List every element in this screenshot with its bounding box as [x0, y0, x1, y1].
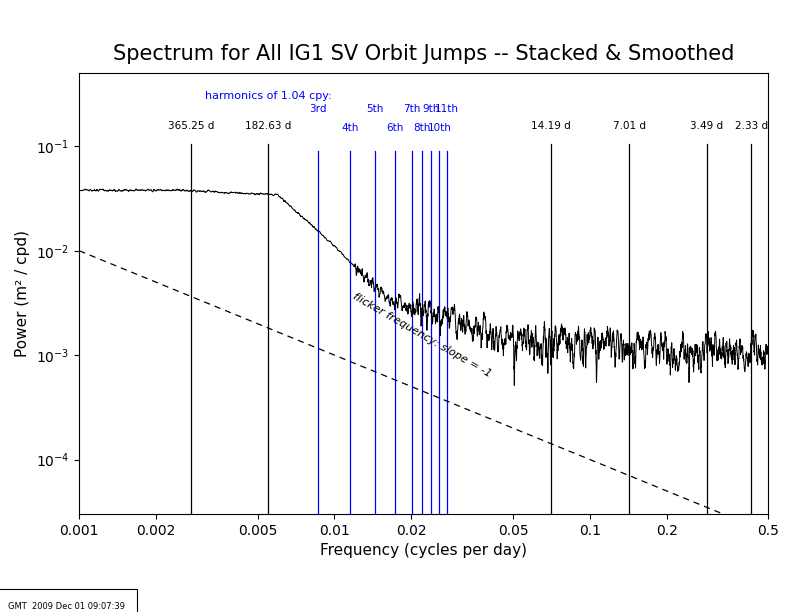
Text: 2.33 d: 2.33 d	[735, 121, 768, 131]
Text: harmonics of 1.04 cpy:: harmonics of 1.04 cpy:	[204, 91, 331, 102]
Text: GMT  2009 Dec 01 09:07:39: GMT 2009 Dec 01 09:07:39	[8, 602, 125, 611]
Text: 14.19 d: 14.19 d	[531, 121, 571, 131]
Text: 8th: 8th	[413, 123, 431, 133]
Text: 4th: 4th	[341, 123, 359, 133]
Text: flicker frequency: slope = -1: flicker frequency: slope = -1	[351, 291, 493, 379]
X-axis label: Frequency (cycles per day): Frequency (cycles per day)	[320, 543, 527, 558]
Text: 9th: 9th	[422, 104, 440, 114]
Text: 3.49 d: 3.49 d	[690, 121, 723, 131]
Text: 7th: 7th	[403, 104, 421, 114]
Text: 3rd: 3rd	[310, 104, 327, 114]
Text: 11th: 11th	[436, 104, 459, 114]
Y-axis label: Power (m² / cpd): Power (m² / cpd)	[15, 230, 30, 357]
Text: 365.25 d: 365.25 d	[168, 121, 214, 131]
Text: 7.01 d: 7.01 d	[613, 121, 645, 131]
Text: 6th: 6th	[386, 123, 404, 133]
Text: 182.63 d: 182.63 d	[245, 121, 291, 131]
Title: Spectrum for All IG1 SV Orbit Jumps -- Stacked & Smoothed: Spectrum for All IG1 SV Orbit Jumps -- S…	[113, 43, 734, 64]
Text: 10th: 10th	[428, 123, 451, 133]
Text: 5th: 5th	[366, 104, 383, 114]
